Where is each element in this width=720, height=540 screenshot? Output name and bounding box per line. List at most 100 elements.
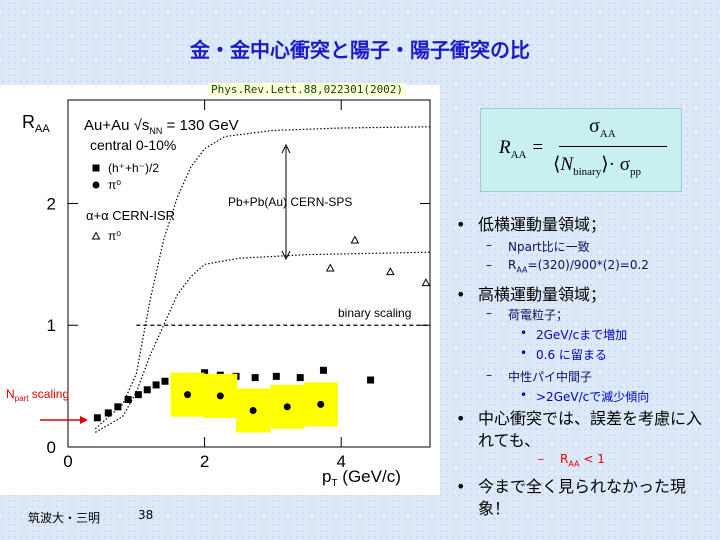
f-sigma: σ: [619, 154, 630, 175]
data-point: [386, 267, 395, 276]
data-point: [92, 181, 100, 189]
annotation-part: N: [6, 387, 15, 401]
data-point: [251, 374, 259, 382]
f-num: σ: [589, 115, 600, 137]
bullet: 低横運動量領域；: [450, 214, 708, 236]
bullet-text: =(320)/900*(2)=0.2: [527, 258, 649, 272]
x-label-main: p: [322, 467, 331, 486]
y-tick-label: 1: [47, 316, 56, 335]
annotation-part: NN: [149, 126, 162, 136]
data-point: [104, 409, 112, 417]
data-point: [91, 231, 101, 240]
bullet-text: Npart比に一致: [508, 240, 590, 254]
y-tick-label: 0: [47, 438, 56, 457]
f-num-sub: AA: [599, 128, 616, 140]
annotation: central 0-10%: [90, 137, 176, 153]
bullet-text: 中性パイ中間子: [508, 370, 593, 384]
bullet-text: 0.6 に留まる: [536, 348, 607, 362]
annotation: Pb+Pb(Au) CERN-SPS: [228, 195, 352, 209]
footer-author: 筑波大・三明: [28, 511, 101, 525]
data-point: [272, 372, 280, 380]
data-point: [325, 263, 335, 272]
annotation: Npart scaling: [6, 387, 69, 403]
data-point: [161, 377, 169, 385]
x-axis-label: pT (GeV/c): [322, 467, 401, 489]
bullet: RAA < 1: [450, 452, 720, 468]
bullet: 荷電粒子；: [450, 306, 720, 323]
bullet: 2GeV/cまで増加: [450, 326, 720, 343]
legend-label: π⁰: [108, 229, 121, 243]
npart-arrowhead: [80, 416, 88, 424]
line-label: binary scaling: [338, 306, 411, 320]
data-point: [92, 164, 100, 172]
bullet-text: 今まで全く見られなかった現象！: [478, 477, 687, 518]
bullet-text: R: [560, 452, 569, 466]
bullet-text: 荷電粒子；: [508, 308, 569, 322]
x-label-unit: (GeV/c): [338, 467, 401, 486]
bullet: 中性パイ中間子: [450, 368, 720, 385]
bullet-text: AA: [568, 459, 580, 469]
bullet-text: >2GeV/cで減少傾向: [536, 390, 650, 404]
bullet: RAA=(320)/900*(2)=0.2: [450, 258, 720, 274]
x-tick-label: 0: [63, 452, 72, 471]
annotation: α+α CERN-ISR: [86, 208, 175, 223]
x-tick-label: 4: [336, 452, 345, 471]
arrow-heads: [281, 143, 291, 261]
curve: [95, 251, 431, 433]
annotation-part: scaling: [28, 387, 69, 401]
formula: RAA = σAA ⟨Nbinary⟩· σpp: [480, 108, 682, 192]
bullet: 中心衝突では、誤差を考慮に入れても、: [450, 408, 708, 452]
data-point: [124, 396, 132, 404]
curve: [94, 126, 431, 430]
annotation-part: Au+Au √s: [84, 117, 149, 134]
annotation-part: part: [15, 394, 30, 403]
data-point: [184, 391, 192, 399]
data-point: [143, 386, 151, 394]
bullet-text: R: [508, 258, 517, 272]
bullet: Npart比に一致: [450, 238, 720, 255]
bullet: >2GeV/cで減少傾向: [450, 388, 720, 405]
f-lhs: R: [499, 137, 511, 158]
y-tick-label: 2: [47, 194, 56, 213]
bullets: 低横運動量領域；Npart比に一致RAA=(320)/900*(2)=0.2高横…: [450, 0, 720, 540]
y-axis-label: RAA: [22, 112, 50, 135]
bullet-text: 低横運動量領域；: [478, 215, 607, 234]
data-point: [216, 392, 224, 400]
data-point: [134, 391, 142, 399]
f-den-sub: binary: [573, 165, 602, 178]
x-label-sub: T: [331, 478, 337, 489]
data-point: [93, 414, 101, 422]
citation: Phys.Rev.Lett.88,022301(2002): [208, 83, 407, 96]
annotation: Au+Au √sNN = 130 GeV: [84, 117, 239, 136]
plot-frame: [67, 99, 431, 448]
data-point: [296, 374, 304, 382]
data-point: [319, 366, 327, 374]
bullet: 0.6 に留まる: [450, 346, 720, 363]
f-den-n: N: [560, 154, 574, 175]
bullet-text: 中心衝突では、誤差を考慮に入れても、: [478, 409, 703, 450]
data-point: [152, 381, 160, 389]
data-point: [249, 406, 257, 414]
data-point: [421, 278, 431, 287]
x-tick-label: 2: [200, 452, 209, 471]
bullet-text: < 1: [579, 452, 605, 466]
bullet-text: 2GeV/cまで増加: [536, 328, 628, 342]
data-point: [317, 400, 325, 408]
y-label-main: R: [22, 112, 35, 132]
annotation-part: = 130 GeV: [162, 117, 238, 134]
bullet-text: 高横運動量領域；: [478, 285, 607, 304]
data-point: [350, 235, 360, 244]
legend-label: (h⁺+h⁻)/2: [108, 161, 159, 175]
y-label-sub: AA: [35, 123, 50, 135]
bullet: 高横運動量領域；: [450, 284, 708, 306]
plot-bg: [0, 85, 440, 495]
bullet: 今まで全く見られなかった現象！: [450, 476, 708, 520]
bullet-text: AA: [516, 265, 528, 275]
page-number: 38: [138, 508, 154, 522]
legend-label: π⁰: [108, 178, 121, 192]
data-point: [201, 369, 209, 377]
slide-title: 金・金中心衝突と陽子・陽子衝突の比: [190, 38, 530, 62]
data-point: [283, 403, 291, 411]
